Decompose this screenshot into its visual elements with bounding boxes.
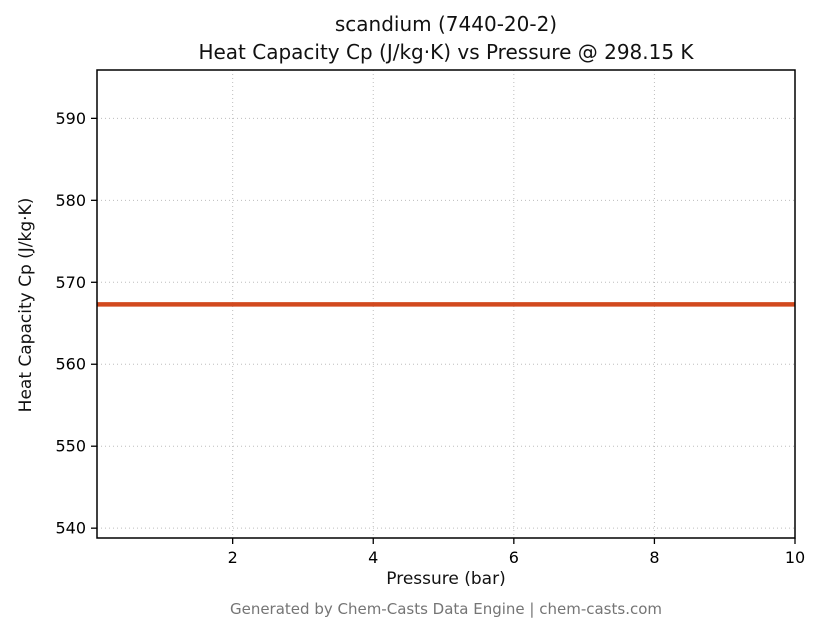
chart-title-line2: Heat Capacity Cp (J/kg·K) vs Pressure @ … [198,40,694,64]
svg-text:6: 6 [509,548,519,567]
svg-text:10: 10 [785,548,805,567]
svg-text:570: 570 [55,273,86,292]
svg-text:2: 2 [228,548,238,567]
svg-text:8: 8 [649,548,659,567]
svg-text:4: 4 [368,548,378,567]
svg-text:550: 550 [55,437,86,456]
svg-text:590: 590 [55,109,86,128]
x-axis-label: Pressure (bar) [386,569,506,589]
chart-title: scandium (7440-20-2) Heat Capacity Cp (J… [97,10,795,66]
svg-text:580: 580 [55,191,86,210]
chart-title-line1: scandium (7440-20-2) [334,12,558,36]
svg-text:560: 560 [55,355,86,374]
y-axis-label: Heat Capacity Cp (J/kg·K) [16,197,36,413]
svg-text:540: 540 [55,519,86,538]
footer-credit: Generated by Chem-Casts Data Engine | ch… [229,600,663,618]
